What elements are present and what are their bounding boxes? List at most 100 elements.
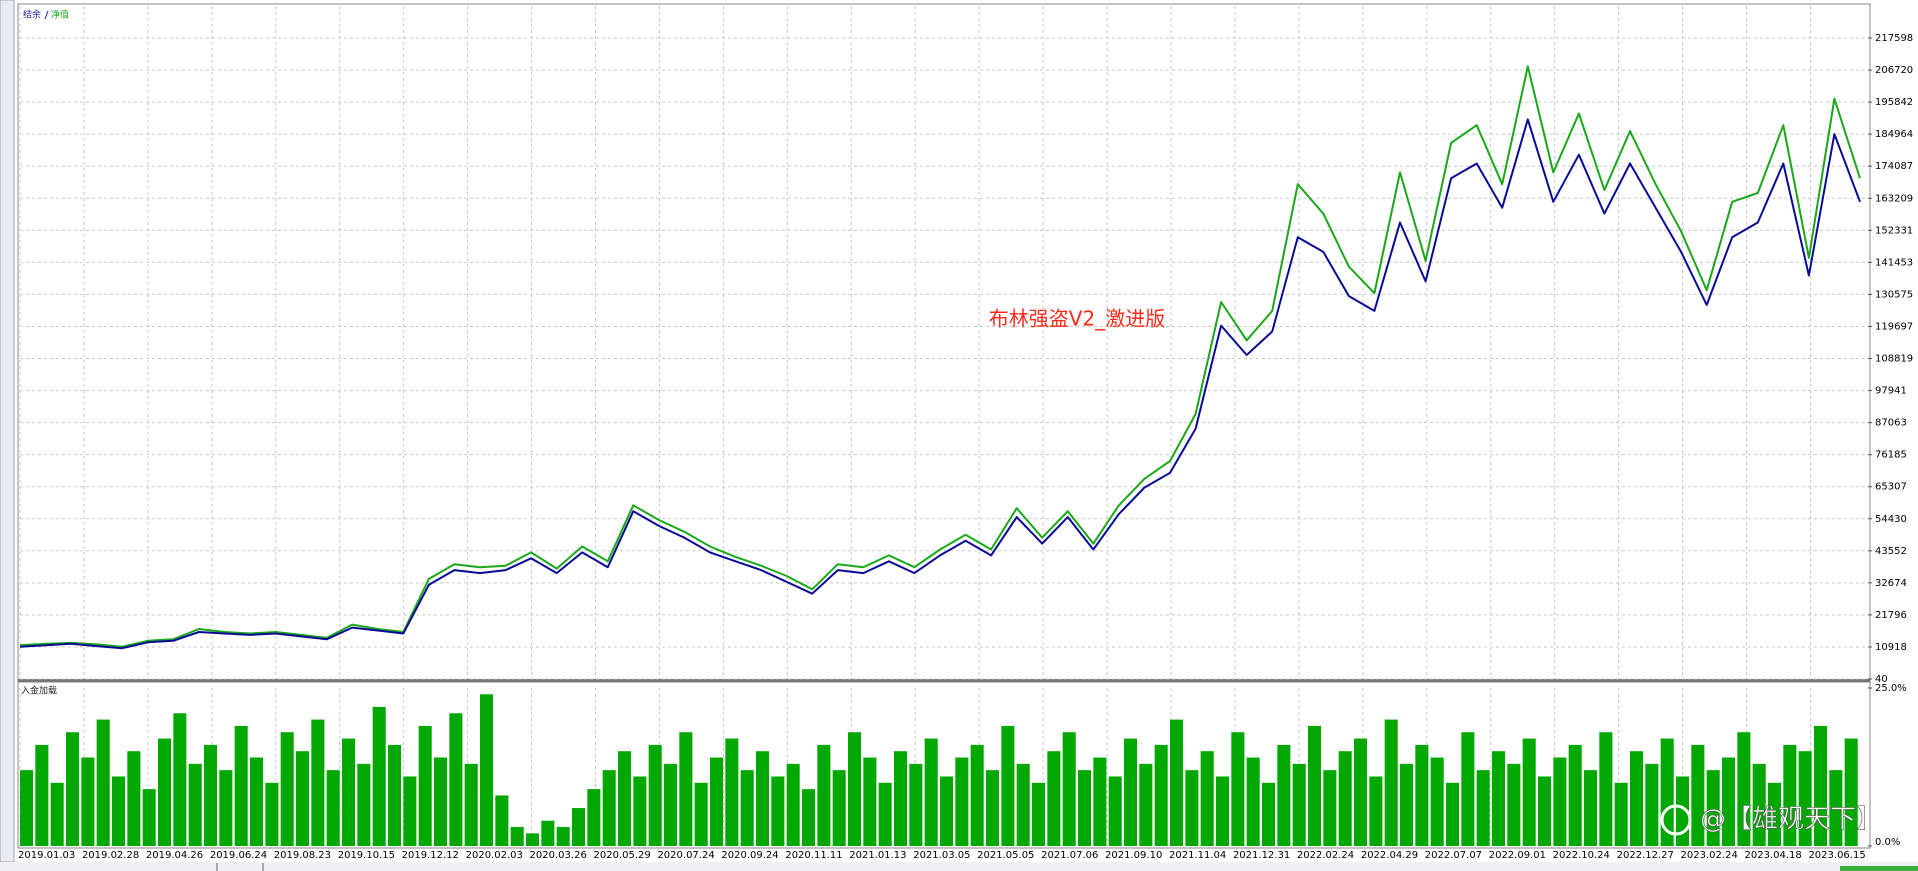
bar bbox=[1492, 751, 1506, 846]
legend-balance: 结余 bbox=[23, 9, 41, 21]
bar bbox=[1047, 751, 1061, 846]
bar bbox=[1553, 757, 1567, 846]
status-divider bbox=[262, 863, 264, 871]
bar bbox=[112, 776, 126, 846]
bar bbox=[848, 732, 862, 846]
x-tick-label: 2021.11.04 bbox=[1169, 850, 1226, 861]
bar bbox=[1170, 719, 1184, 846]
y-tick-label: 108819 bbox=[1875, 354, 1913, 365]
watermark-logo bbox=[1660, 804, 1692, 836]
bar bbox=[1568, 744, 1582, 846]
y-tick-label: 141453 bbox=[1875, 257, 1913, 268]
bar bbox=[786, 763, 800, 846]
y-tick-label: 97941 bbox=[1875, 386, 1907, 397]
legend-equity: 净值 bbox=[51, 9, 69, 21]
y-tick-label: 76185 bbox=[1875, 450, 1907, 461]
x-tick-label: 2020.03.26 bbox=[530, 850, 587, 861]
y-tick-label: 21796 bbox=[1875, 610, 1907, 621]
bar bbox=[771, 776, 785, 846]
bar bbox=[1292, 763, 1306, 846]
y-tick-label: 25.0% bbox=[1875, 683, 1907, 694]
bar bbox=[342, 738, 356, 846]
x-tick-label: 2021.03.05 bbox=[913, 850, 970, 861]
side-toolbar bbox=[0, 0, 15, 863]
bar bbox=[817, 744, 831, 846]
y-tick-label: 43552 bbox=[1875, 546, 1907, 557]
bar bbox=[970, 744, 984, 846]
watermark: @【雄观天下】 bbox=[1700, 805, 1882, 835]
legend-separator bbox=[44, 10, 49, 20]
bar bbox=[1538, 776, 1552, 846]
x-tick-label: 2020.11.11 bbox=[785, 850, 842, 861]
bar bbox=[756, 751, 770, 846]
x-tick-label: 2021.05.05 bbox=[977, 850, 1034, 861]
bar bbox=[664, 763, 678, 846]
x-tick-label: 2023.04.18 bbox=[1745, 850, 1802, 861]
bar bbox=[1338, 751, 1352, 846]
bar bbox=[1369, 776, 1383, 846]
bar bbox=[403, 776, 417, 846]
y-tick-label: 130575 bbox=[1875, 289, 1913, 300]
x-tick-label: 2021.09.10 bbox=[1105, 850, 1162, 861]
x-tick-label: 2019.08.23 bbox=[274, 850, 331, 861]
bar bbox=[572, 808, 586, 846]
y-tick-label: 206720 bbox=[1875, 65, 1913, 76]
y-tick-label: 217598 bbox=[1875, 33, 1913, 44]
bar bbox=[1323, 770, 1337, 846]
x-tick-label: 2019.10.15 bbox=[338, 850, 395, 861]
bar bbox=[1200, 751, 1214, 846]
x-tick-label: 2021.01.13 bbox=[849, 850, 906, 861]
x-tick-label: 2021.07.06 bbox=[1041, 850, 1098, 861]
bar bbox=[1768, 782, 1782, 846]
bar bbox=[1691, 744, 1705, 846]
bar bbox=[1185, 770, 1199, 846]
bar bbox=[1016, 763, 1030, 846]
bar bbox=[1124, 738, 1138, 846]
bar bbox=[1415, 744, 1429, 846]
bar bbox=[1384, 719, 1398, 846]
bar bbox=[173, 713, 187, 846]
x-tick-label: 2023.02.24 bbox=[1681, 850, 1738, 861]
x-tick-label: 2019.12.12 bbox=[402, 850, 459, 861]
bar bbox=[418, 725, 432, 846]
x-tick-label: 2022.04.29 bbox=[1361, 850, 1418, 861]
bar bbox=[618, 751, 632, 846]
bar bbox=[1354, 738, 1368, 846]
x-tick-label: 2022.10.24 bbox=[1553, 850, 1610, 861]
bar bbox=[1584, 770, 1598, 846]
bar bbox=[1446, 782, 1460, 846]
bar bbox=[1246, 757, 1260, 846]
y-tick-label: 184964 bbox=[1875, 129, 1913, 140]
bar bbox=[81, 757, 95, 846]
bar bbox=[1660, 738, 1674, 846]
bar bbox=[1430, 757, 1444, 846]
bar bbox=[1154, 744, 1168, 846]
bar bbox=[311, 719, 325, 846]
grid bbox=[19, 6, 1868, 846]
bar bbox=[1614, 782, 1628, 846]
series-line bbox=[19, 118, 1861, 650]
y-tick-label: 40 bbox=[1875, 674, 1888, 685]
bar bbox=[1231, 732, 1245, 846]
panel-separator bbox=[18, 679, 1870, 682]
bar bbox=[1706, 770, 1720, 846]
bar bbox=[96, 719, 110, 846]
x-tick-label: 2019.01.03 bbox=[18, 850, 75, 861]
bar bbox=[296, 751, 310, 846]
bar bbox=[1093, 757, 1107, 846]
bar bbox=[710, 757, 724, 846]
bar bbox=[1522, 738, 1536, 846]
bar bbox=[694, 782, 708, 846]
panel-title: 入金加载 bbox=[21, 685, 57, 697]
x-tick-label: 2020.05.29 bbox=[594, 850, 651, 861]
bar bbox=[372, 706, 386, 846]
bar bbox=[1062, 732, 1076, 846]
y-tick-label: 0.0% bbox=[1875, 837, 1900, 848]
bar bbox=[955, 757, 969, 846]
bar bbox=[648, 744, 662, 846]
bar bbox=[326, 770, 340, 846]
x-tick-label: 2019.04.26 bbox=[146, 850, 203, 861]
bar bbox=[924, 738, 938, 846]
bar bbox=[1783, 744, 1797, 846]
